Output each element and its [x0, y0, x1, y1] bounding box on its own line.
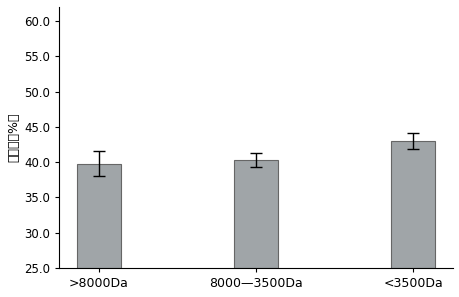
Y-axis label: 清除率（%）: 清除率（%）	[7, 113, 20, 162]
Bar	[390, 141, 434, 268]
Bar	[234, 160, 278, 268]
Bar	[77, 164, 121, 268]
